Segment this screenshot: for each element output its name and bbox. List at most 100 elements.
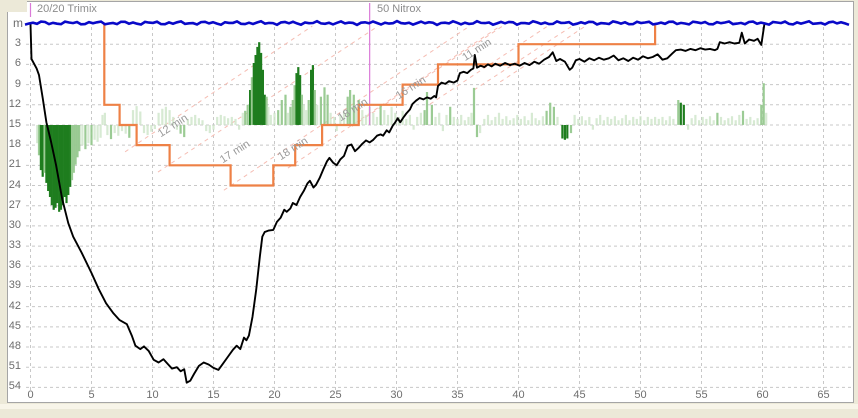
speed-bar xyxy=(36,125,39,144)
speed-bar xyxy=(131,110,135,125)
speed-bar xyxy=(386,114,390,125)
speed-bar xyxy=(168,110,171,125)
speed-bar xyxy=(103,112,106,125)
speed-bar xyxy=(379,104,382,125)
speed-bar xyxy=(175,125,178,130)
speed-bar xyxy=(307,100,310,125)
speed-bar xyxy=(93,125,96,140)
speed-bar xyxy=(286,112,289,125)
speed-bar xyxy=(549,102,552,125)
speed-bar xyxy=(284,94,287,125)
speed-bar xyxy=(172,116,175,125)
speed-bar xyxy=(90,125,93,146)
speed-bar xyxy=(375,116,379,125)
speed-bar xyxy=(606,116,609,125)
speed-bar xyxy=(599,114,602,125)
speed-bar xyxy=(216,116,219,125)
speed-bar xyxy=(311,65,314,125)
speed-bar xyxy=(241,112,244,125)
speed-bar xyxy=(41,125,44,177)
speed-bar xyxy=(58,125,61,212)
speed-bar xyxy=(672,118,675,125)
speed-bar xyxy=(434,116,437,125)
speed-bar xyxy=(621,118,624,125)
speed-bar xyxy=(295,73,298,125)
speed-bar xyxy=(76,125,79,158)
speed-bar xyxy=(643,120,646,125)
speed-bar xyxy=(84,125,87,150)
speed-bar xyxy=(765,112,768,125)
surface-line xyxy=(24,19,850,27)
speed-bar xyxy=(760,104,763,125)
speed-bar xyxy=(244,110,247,125)
speed-bar xyxy=(153,125,156,129)
speed-bar xyxy=(516,114,519,125)
speed-bar xyxy=(650,118,653,125)
speed-bar xyxy=(56,125,59,204)
speed-bar xyxy=(463,120,466,125)
speed-bar xyxy=(205,125,208,132)
speed-bar xyxy=(687,125,690,130)
speed-bar xyxy=(712,120,715,125)
speed-bar xyxy=(293,85,296,125)
speed-bar xyxy=(682,104,685,125)
speed-bar xyxy=(227,118,230,125)
speed-bar xyxy=(591,125,594,130)
speed-bar xyxy=(719,116,723,125)
speed-bar xyxy=(39,125,42,171)
speed-bar xyxy=(628,120,631,125)
speed-bar xyxy=(186,118,189,125)
speed-bar xyxy=(449,106,452,125)
speed-bar xyxy=(161,108,164,125)
speed-bar xyxy=(635,118,638,125)
speed-bar xyxy=(349,90,352,125)
speed-bar xyxy=(280,100,283,125)
speed-bar xyxy=(441,125,444,132)
speed-bar xyxy=(527,120,530,125)
bottom-highlight-strip xyxy=(0,404,858,409)
speed-bar xyxy=(157,112,160,125)
speed-bar xyxy=(756,118,759,125)
speed-bar xyxy=(752,120,756,125)
speed-bar xyxy=(762,83,765,125)
speed-bar xyxy=(261,69,264,125)
speed-bar xyxy=(541,116,544,125)
ascent-guide-4 xyxy=(351,25,503,127)
speed-bar xyxy=(639,116,642,125)
speed-bar xyxy=(74,125,77,165)
speed-bar xyxy=(569,125,573,134)
speed-bar xyxy=(613,116,616,125)
speed-bar xyxy=(267,106,270,125)
speed-bar xyxy=(265,96,268,125)
speed-bar xyxy=(316,104,319,125)
speed-bar xyxy=(361,110,364,125)
speed-bar xyxy=(364,114,368,125)
speed-bar xyxy=(561,125,564,139)
speed-bar xyxy=(372,112,375,125)
speed-bar xyxy=(654,116,657,125)
speed-bar xyxy=(310,69,313,125)
speed-bar xyxy=(556,116,559,125)
speed-bar xyxy=(501,118,504,125)
speed-bar xyxy=(249,90,252,125)
speed-bar xyxy=(117,125,120,136)
speed-bar xyxy=(256,46,259,125)
speed-bar xyxy=(602,120,605,125)
speed-bar xyxy=(333,116,336,125)
speed-bar xyxy=(588,116,591,125)
speed-bar xyxy=(452,116,455,125)
ascent-guide-0 xyxy=(124,25,313,153)
speed-bar xyxy=(70,125,74,181)
speed-bar xyxy=(412,125,415,130)
chart-panel xyxy=(7,1,854,403)
deco-ceiling-line xyxy=(103,24,657,187)
speed-bar xyxy=(254,55,257,125)
speed-bar xyxy=(273,112,276,125)
speed-bar xyxy=(313,90,316,125)
speed-bar xyxy=(219,114,222,125)
speed-bar xyxy=(128,125,131,138)
speed-bar xyxy=(745,118,748,125)
speed-bar xyxy=(43,125,46,173)
speed-bar xyxy=(72,125,75,173)
